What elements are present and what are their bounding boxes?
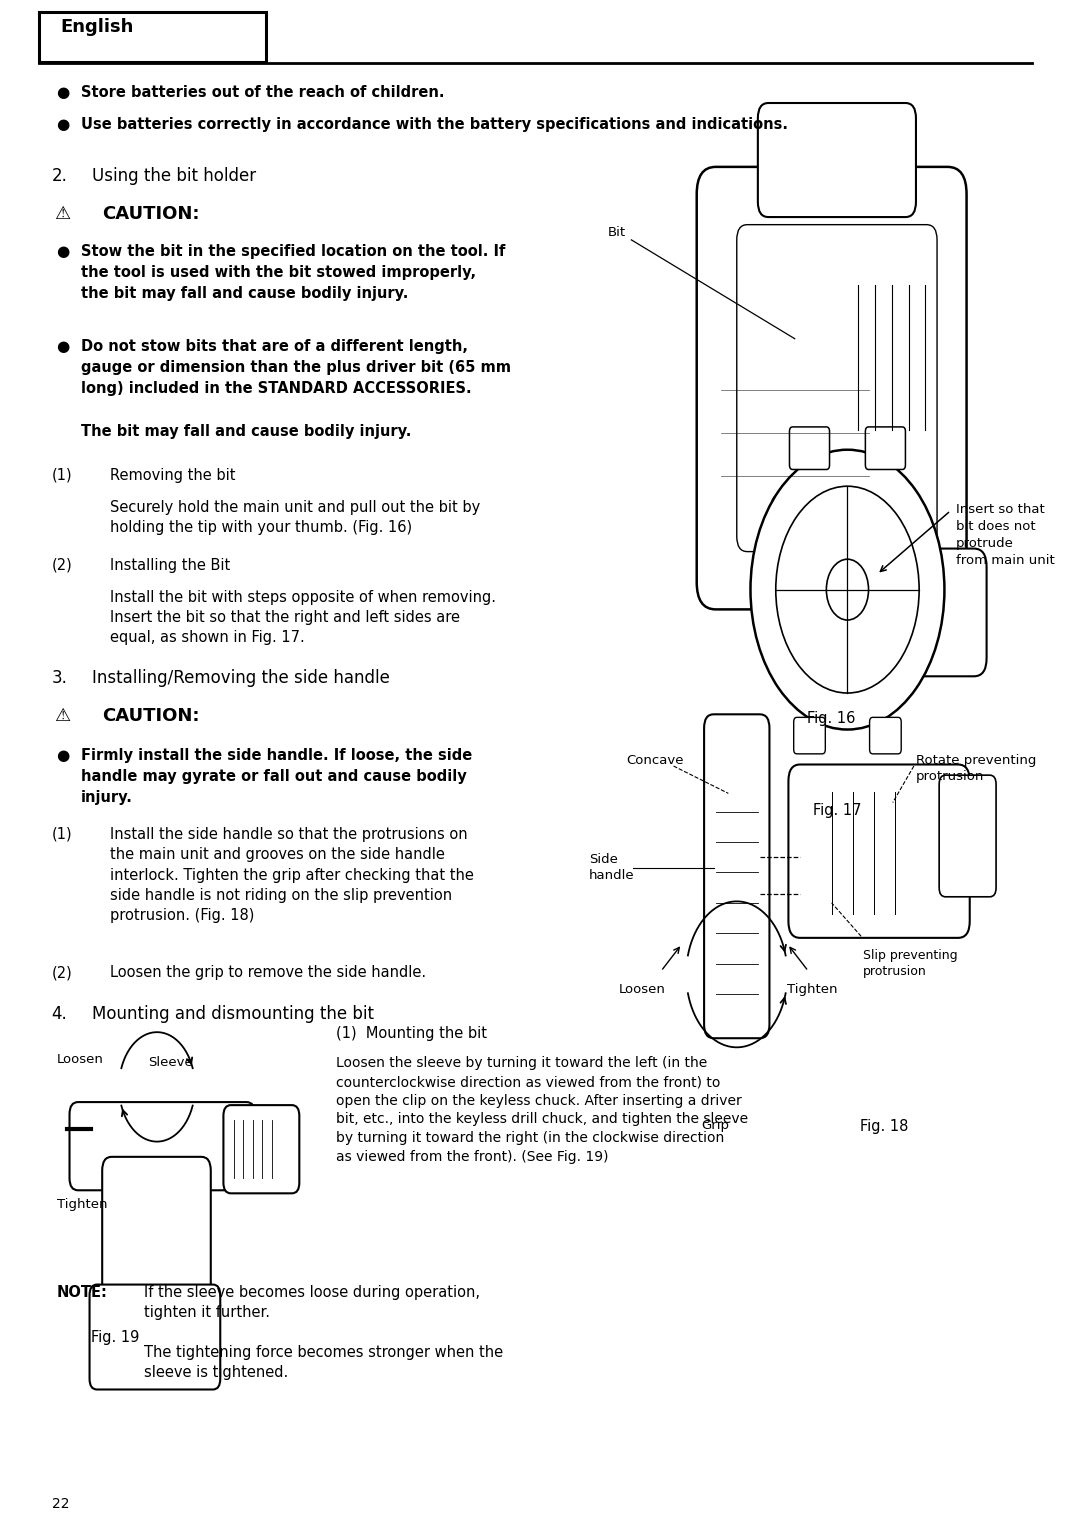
Text: Sleeve: Sleeve — [149, 1057, 193, 1069]
Text: Loosen: Loosen — [619, 983, 665, 995]
FancyBboxPatch shape — [737, 225, 937, 552]
Text: Rotate preventing
protrusion: Rotate preventing protrusion — [916, 754, 1037, 783]
Text: 4.: 4. — [52, 1005, 67, 1023]
Text: ⚠: ⚠ — [54, 706, 70, 725]
FancyBboxPatch shape — [789, 427, 829, 469]
Text: Mounting and dismounting the bit: Mounting and dismounting the bit — [92, 1005, 374, 1023]
Text: ●: ● — [56, 116, 69, 131]
Text: Bit: Bit — [608, 226, 626, 239]
FancyBboxPatch shape — [846, 549, 987, 676]
Text: ⚠: ⚠ — [54, 205, 70, 223]
Circle shape — [751, 450, 944, 729]
Text: 22: 22 — [52, 1497, 69, 1512]
FancyBboxPatch shape — [39, 12, 266, 63]
FancyBboxPatch shape — [69, 1102, 255, 1190]
Text: ●: ● — [56, 84, 69, 99]
Text: Install the bit with steps opposite of when removing.
Insert the bit so that the: Install the bit with steps opposite of w… — [109, 590, 496, 645]
FancyBboxPatch shape — [940, 775, 996, 898]
FancyBboxPatch shape — [103, 1157, 211, 1321]
Text: The tightening force becomes stronger when the
sleeve is tightened.: The tightening force becomes stronger wh… — [145, 1346, 503, 1381]
Text: English: English — [60, 18, 134, 35]
Text: Loosen: Loosen — [57, 1053, 104, 1066]
Text: 2.: 2. — [52, 167, 67, 185]
Text: Fig. 17: Fig. 17 — [812, 803, 861, 818]
Text: Concave: Concave — [626, 754, 684, 768]
Text: Securely hold the main unit and pull out the bit by
holding the tip with your th: Securely hold the main unit and pull out… — [109, 500, 480, 535]
Text: CAUTION:: CAUTION: — [103, 706, 200, 725]
Text: Tighten: Tighten — [787, 983, 838, 995]
Text: Slip preventing
protrusion: Slip preventing protrusion — [863, 948, 958, 977]
Text: If the sleeve becomes loose during operation,
tighten it further.: If the sleeve becomes loose during opera… — [145, 1284, 481, 1320]
Text: (1)  Mounting the bit: (1) Mounting the bit — [336, 1026, 487, 1041]
FancyBboxPatch shape — [224, 1105, 299, 1193]
Text: Use batteries correctly in accordance with the battery specifications and indica: Use batteries correctly in accordance wi… — [81, 116, 788, 131]
Text: Loosen the grip to remove the side handle.: Loosen the grip to remove the side handl… — [109, 965, 426, 980]
Text: Tighten: Tighten — [57, 1197, 107, 1211]
Text: Using the bit holder: Using the bit holder — [92, 167, 256, 185]
Text: Loosen the sleeve by turning it toward the left (in the
counterclockwise directi: Loosen the sleeve by turning it toward t… — [336, 1057, 748, 1164]
Text: Side
handle: Side handle — [590, 853, 635, 882]
Circle shape — [775, 486, 919, 693]
Text: Store batteries out of the reach of children.: Store batteries out of the reach of chil… — [81, 84, 445, 99]
Text: ●: ● — [56, 748, 69, 763]
Text: NOTE:: NOTE: — [57, 1284, 108, 1300]
FancyBboxPatch shape — [771, 495, 902, 601]
FancyBboxPatch shape — [869, 717, 901, 754]
Text: Installing the Bit: Installing the Bit — [109, 558, 230, 573]
Text: The bit may fall and cause bodily injury.: The bit may fall and cause bodily injury… — [81, 424, 411, 439]
Text: Stow the bit in the specified location on the tool. If
the tool is used with the: Stow the bit in the specified location o… — [81, 245, 505, 301]
FancyBboxPatch shape — [704, 714, 769, 1038]
Text: Fig. 19: Fig. 19 — [91, 1330, 139, 1346]
Text: (1): (1) — [52, 468, 72, 483]
FancyBboxPatch shape — [697, 167, 967, 610]
Text: Removing the bit: Removing the bit — [109, 468, 235, 483]
FancyBboxPatch shape — [865, 427, 905, 469]
Text: ●: ● — [56, 339, 69, 353]
FancyBboxPatch shape — [90, 1284, 220, 1390]
Text: (2): (2) — [52, 558, 72, 573]
FancyBboxPatch shape — [758, 102, 916, 217]
Text: Installing/Removing the side handle: Installing/Removing the side handle — [92, 668, 390, 687]
FancyBboxPatch shape — [788, 764, 970, 937]
Text: 3.: 3. — [52, 668, 67, 687]
Text: Fig. 18: Fig. 18 — [860, 1119, 908, 1135]
FancyBboxPatch shape — [794, 717, 825, 754]
Text: (2): (2) — [52, 965, 72, 980]
Text: Install the side handle so that the protrusions on
the main unit and grooves on : Install the side handle so that the prot… — [109, 827, 473, 924]
Text: Firmly install the side handle. If loose, the side
handle may gyrate or fall out: Firmly install the side handle. If loose… — [81, 748, 472, 804]
Circle shape — [826, 560, 868, 621]
Text: (1): (1) — [52, 827, 72, 842]
Text: Do not stow bits that are of a different length,
gauge or dimension than the plu: Do not stow bits that are of a different… — [81, 339, 511, 396]
Text: Insert so that
bit does not
protrude
from main unit: Insert so that bit does not protrude fro… — [956, 503, 1055, 567]
Text: CAUTION:: CAUTION: — [103, 205, 200, 223]
Text: ●: ● — [56, 245, 69, 260]
Text: Fig. 16: Fig. 16 — [808, 711, 855, 726]
Text: Grip: Grip — [702, 1119, 730, 1131]
